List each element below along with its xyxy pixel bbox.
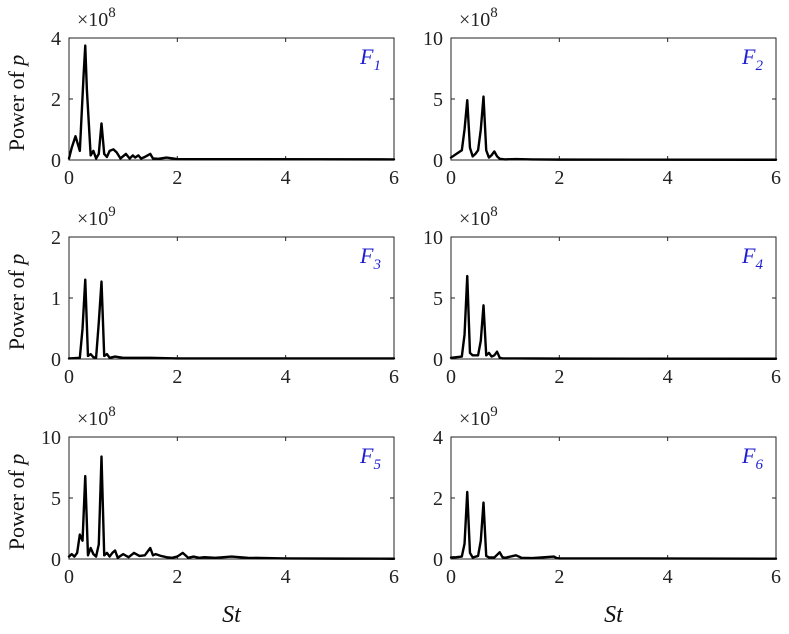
panel-6: 0 2 4 6 0 2 4 ×109 F6 St bbox=[433, 404, 781, 628]
y-tick-label: 10 bbox=[41, 427, 61, 449]
panel-2: 0 2 4 6 0 5 10 ×108 F2 bbox=[423, 5, 781, 189]
x-tick-label: 0 bbox=[64, 366, 74, 388]
y-tick-label: 0 bbox=[51, 150, 61, 172]
axes-box bbox=[450, 236, 777, 360]
x-tick-label: 2 bbox=[172, 566, 182, 588]
x-tick-label: 4 bbox=[281, 167, 291, 189]
x-tick-label: 0 bbox=[446, 167, 456, 189]
x-tick-label: 6 bbox=[771, 566, 781, 588]
y-axis-label: Power of p bbox=[4, 55, 29, 152]
x-tick-label: 4 bbox=[663, 566, 673, 588]
y-tick-label: 2 bbox=[433, 488, 443, 510]
y-tick-label: 4 bbox=[433, 427, 443, 449]
panel-label: F1 bbox=[359, 44, 381, 74]
x-axis-label: St bbox=[604, 602, 624, 628]
panel-4: 0 2 4 6 0 5 10 ×108 F4 bbox=[423, 204, 781, 388]
y-exponent-label: ×108 bbox=[77, 404, 116, 430]
x-tick-label: 0 bbox=[64, 566, 74, 588]
panel-label: F2 bbox=[741, 44, 763, 74]
x-tick-label: 4 bbox=[663, 167, 673, 189]
y-tick-label: 4 bbox=[51, 28, 61, 50]
axes-box bbox=[450, 436, 777, 560]
panel-5: 0 2 4 6 0 5 10 ×108 F5 Power of p St bbox=[4, 404, 399, 628]
axes-box bbox=[450, 37, 777, 161]
series-line bbox=[67, 455, 396, 560]
panel-label: F4 bbox=[741, 243, 763, 273]
x-tick-label: 2 bbox=[554, 167, 564, 189]
y-tick-label: 0 bbox=[433, 549, 443, 571]
y-tick-label: 5 bbox=[433, 288, 443, 310]
y-tick-label: 1 bbox=[51, 288, 61, 310]
x-tick-label: 6 bbox=[771, 167, 781, 189]
y-axis-label: Power of p bbox=[4, 254, 29, 351]
y-tick-label: 2 bbox=[51, 227, 61, 249]
axes-box bbox=[68, 236, 395, 360]
panel-1: 0 2 4 6 0 2 4 ×108 F1 Power of p bbox=[4, 5, 399, 189]
x-tick-label: 2 bbox=[554, 566, 564, 588]
x-tick-label: 6 bbox=[389, 566, 399, 588]
x-tick-label: 0 bbox=[446, 566, 456, 588]
series-line bbox=[449, 490, 778, 560]
y-tick-label: 0 bbox=[51, 549, 61, 571]
x-tick-label: 6 bbox=[389, 167, 399, 189]
axes-box bbox=[68, 436, 395, 560]
x-tick-label: 4 bbox=[281, 366, 291, 388]
series-line bbox=[449, 274, 778, 360]
y-exponent-label: ×108 bbox=[459, 204, 498, 230]
series-line bbox=[67, 278, 396, 360]
y-tick-label: 10 bbox=[423, 227, 443, 249]
y-exponent-label: ×108 bbox=[77, 5, 116, 31]
y-axis-label: Power of p bbox=[4, 454, 29, 551]
y-tick-label: 0 bbox=[51, 349, 61, 371]
y-tick-label: 10 bbox=[423, 28, 443, 50]
y-tick-label: 0 bbox=[433, 349, 443, 371]
y-exponent-label: ×109 bbox=[459, 404, 498, 430]
panel-3: 0 2 4 6 0 1 2 ×109 F3 Power of p bbox=[4, 204, 399, 388]
y-tick-label: 5 bbox=[51, 488, 61, 510]
x-tick-label: 0 bbox=[64, 167, 74, 189]
series-line bbox=[67, 44, 396, 161]
y-exponent-label: ×109 bbox=[77, 204, 116, 230]
x-tick-label: 4 bbox=[281, 566, 291, 588]
axes-box bbox=[68, 37, 395, 161]
y-tick-label: 0 bbox=[433, 150, 443, 172]
panel-label: F5 bbox=[359, 443, 381, 473]
x-tick-label: 6 bbox=[389, 366, 399, 388]
y-tick-label: 2 bbox=[51, 89, 61, 111]
x-tick-label: 2 bbox=[172, 366, 182, 388]
x-tick-label: 2 bbox=[172, 167, 182, 189]
series-line bbox=[449, 95, 778, 161]
y-exponent-label: ×108 bbox=[459, 5, 498, 31]
x-tick-label: 4 bbox=[663, 366, 673, 388]
x-tick-label: 0 bbox=[446, 366, 456, 388]
x-tick-label: 2 bbox=[554, 366, 564, 388]
x-axis-label: St bbox=[222, 602, 242, 628]
y-tick-label: 5 bbox=[433, 89, 443, 111]
x-tick-label: 6 bbox=[771, 366, 781, 388]
panel-label: F6 bbox=[741, 443, 763, 473]
panel-label: F3 bbox=[359, 243, 381, 273]
